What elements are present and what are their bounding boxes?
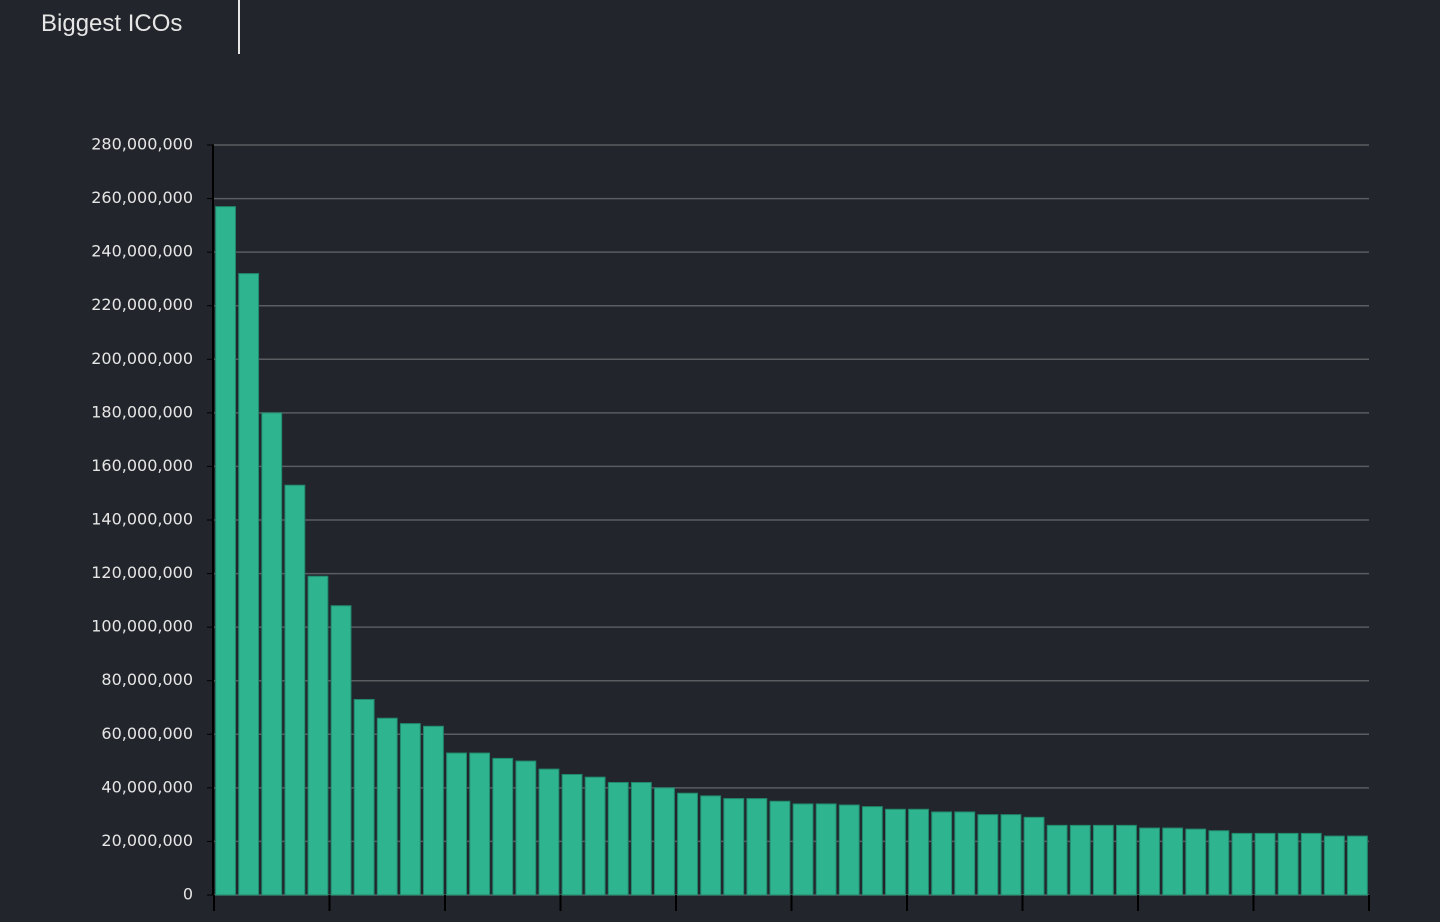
bar	[1185, 828, 1207, 896]
bar	[1000, 814, 1022, 896]
y-tick-label: 200,000,000	[91, 349, 193, 368]
y-tick-label: 240,000,000	[91, 242, 193, 261]
bar	[238, 273, 260, 896]
page-title: Biggest ICOs	[41, 10, 183, 37]
y-tick-label: 20,000,000	[101, 831, 193, 850]
bar	[1139, 827, 1160, 896]
bar	[215, 206, 236, 896]
bar	[469, 752, 491, 896]
bar	[885, 808, 906, 896]
bar	[630, 782, 652, 896]
y-tick-label: 260,000,000	[91, 188, 193, 207]
bar	[1277, 832, 1299, 896]
bar	[1231, 832, 1253, 896]
y-tick-label: 220,000,000	[91, 295, 193, 314]
bar	[1162, 827, 1184, 896]
bar	[353, 698, 375, 896]
bar	[815, 803, 837, 896]
bar	[769, 800, 791, 896]
y-tick-label: 40,000,000	[101, 777, 193, 796]
y-tick-label: 60,000,000	[101, 724, 193, 743]
bar	[515, 760, 537, 896]
bar	[538, 768, 560, 896]
bar	[1023, 816, 1045, 896]
bar	[954, 811, 976, 896]
bar	[399, 723, 421, 896]
bar	[977, 814, 999, 896]
bar	[284, 484, 306, 896]
bar	[931, 811, 953, 896]
y-tick-label: 80,000,000	[101, 670, 193, 689]
bar	[607, 782, 629, 896]
bar	[376, 717, 398, 896]
y-tick-label: 100,000,000	[91, 617, 193, 636]
bar	[423, 725, 444, 896]
bar	[446, 752, 467, 896]
bar	[908, 808, 929, 896]
bar	[307, 575, 329, 896]
bar	[1347, 835, 1368, 896]
bar	[838, 804, 860, 896]
bar	[1208, 830, 1230, 896]
bar	[492, 757, 514, 896]
y-tick-label: 280,000,000	[91, 135, 193, 154]
bar	[1323, 835, 1345, 896]
bar	[723, 798, 745, 896]
bar	[584, 776, 606, 896]
bar	[1254, 832, 1276, 896]
y-tick-label: 0	[183, 885, 193, 904]
separator	[238, 0, 240, 54]
y-tick-label: 140,000,000	[91, 510, 193, 529]
bar	[330, 605, 352, 896]
bar	[861, 806, 883, 896]
bar	[792, 803, 814, 896]
y-tick-label: 180,000,000	[91, 402, 193, 421]
bar	[677, 792, 698, 896]
bar	[1092, 824, 1114, 896]
bar	[1046, 824, 1068, 896]
bar	[1069, 824, 1091, 896]
bar	[746, 798, 768, 896]
bar	[561, 773, 583, 896]
bar	[1300, 832, 1322, 896]
bar	[654, 787, 675, 896]
bar	[700, 795, 722, 896]
bar	[261, 412, 283, 896]
y-tick-label: 120,000,000	[91, 563, 193, 582]
bar	[1116, 824, 1137, 896]
y-tick-label: 160,000,000	[91, 456, 193, 475]
